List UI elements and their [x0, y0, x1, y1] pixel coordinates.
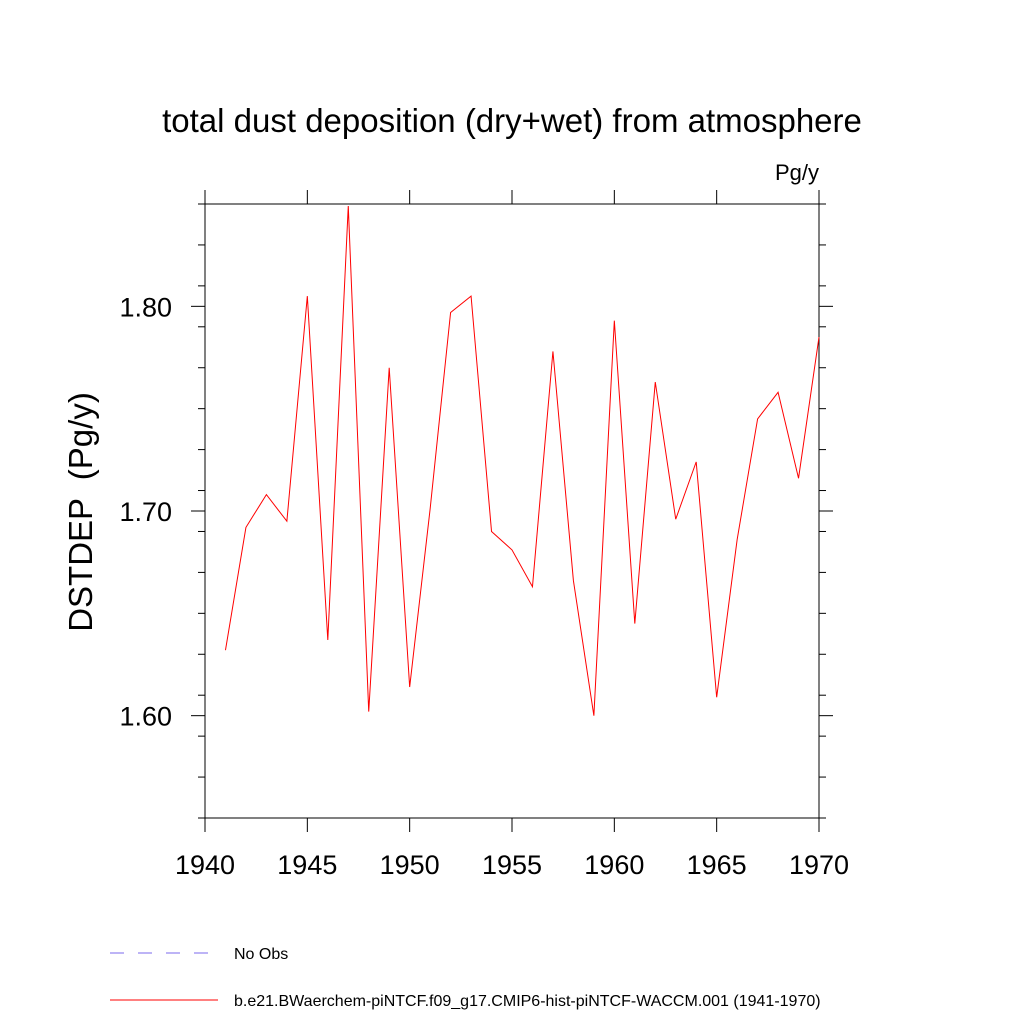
x-tick-label: 1970: [789, 850, 849, 880]
x-tick-label: 1945: [277, 850, 337, 880]
legend-label-model-run: b.e21.BWaerchem-piNTCF.f09_g17.CMIP6-his…: [234, 993, 821, 1010]
x-tick-label: 1940: [175, 850, 235, 880]
plot-frame: [204, 203, 820, 819]
legend: No Obs b.e21.BWaerchem-piNTCF.f09_g17.CM…: [110, 946, 821, 1010]
y-tick-label: 1.60: [119, 702, 172, 732]
series-line: [224, 206, 820, 716]
chart-title: total dust deposition (dry+wet) from atm…: [162, 102, 862, 139]
y-tick-label: 1.80: [119, 292, 172, 322]
y-tick-label: 1.70: [119, 497, 172, 527]
legend-label-no-obs: No Obs: [234, 946, 288, 963]
x-tick-label: 1950: [380, 850, 440, 880]
x-tick-label: 1955: [482, 850, 542, 880]
x-tick-label: 1960: [584, 850, 644, 880]
ticks-layer: 1940 1945 1950 1955 1960 1965 1970 1.60 1.70 1.80: [119, 190, 849, 880]
y-axis-label: DSTDEP (Pg/y): [62, 392, 99, 632]
series-layer: [224, 206, 820, 716]
units-label: Pg/y: [775, 160, 819, 185]
x-tick-label: 1965: [687, 850, 747, 880]
